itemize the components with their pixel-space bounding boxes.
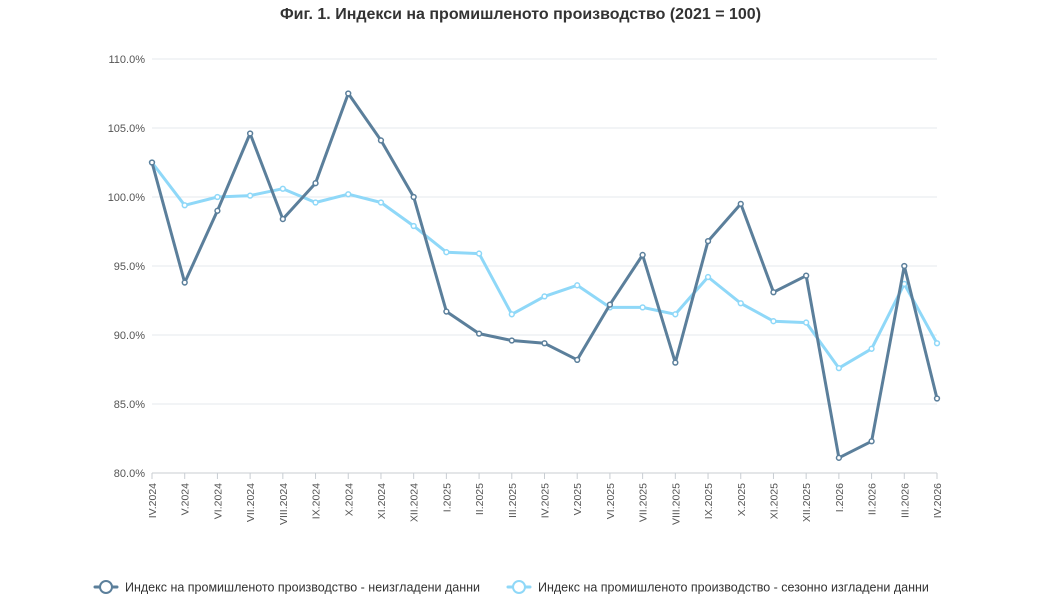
x-tick-label: VIII.2025 — [670, 483, 682, 525]
data-point-series-2 — [443, 249, 450, 256]
data-point-series-2 — [345, 191, 352, 198]
data-point-series-1 — [606, 301, 614, 308]
data-point-series-2 — [704, 273, 712, 281]
data-point-series-1 — [443, 308, 450, 315]
x-tick-label: XII.2024 — [409, 483, 421, 522]
data-point-series-2 — [279, 185, 286, 192]
data-point-series-2 — [868, 345, 875, 352]
series-line-1 — [150, 92, 939, 460]
data-point-series-1 — [181, 279, 188, 286]
x-tick-label: III.2026 — [899, 483, 911, 518]
legend-marker-1 — [99, 580, 113, 594]
x-tick-label: VII.2024 — [245, 483, 257, 522]
data-point-series-1 — [574, 356, 581, 363]
x-tick-label: IV.2025 — [540, 483, 552, 518]
x-tick-label: VI.2024 — [212, 483, 224, 519]
data-point-series-1 — [672, 359, 679, 366]
data-point-series-1 — [541, 340, 548, 347]
x-tick-label: I.2025 — [441, 483, 453, 512]
data-point-series-1 — [933, 395, 941, 402]
data-point-series-2 — [803, 319, 810, 326]
data-point-series-1 — [246, 130, 254, 137]
x-tick-label: IV.2026 — [932, 483, 944, 518]
data-point-series-1 — [508, 337, 515, 344]
y-tick-label: 110.0% — [109, 54, 146, 66]
data-point-series-2 — [574, 282, 581, 289]
x-tick-label: VII.2025 — [638, 483, 650, 522]
legend-label-1: Индекс на промишленото производство - не… — [125, 581, 480, 595]
data-point-series-1 — [279, 215, 286, 223]
data-point-series-2 — [933, 340, 941, 347]
data-point-series-2 — [181, 202, 188, 209]
x-tick-label: IX.2024 — [311, 483, 323, 519]
y-tick-label: 85.0% — [114, 399, 145, 411]
chart-title: Фиг. 1. Индекси на промишленото производ… — [279, 6, 762, 23]
data-point-series-2 — [246, 192, 254, 199]
data-point-series-2 — [410, 222, 417, 230]
x-tick-label: X.2024 — [343, 483, 355, 516]
x-tick-label: XI.2025 — [768, 483, 780, 519]
data-point-series-1 — [835, 454, 843, 461]
y-tick-label: 105.0% — [108, 123, 146, 135]
x-tick-label: II.2025 — [474, 483, 486, 515]
data-point-series-2 — [214, 193, 221, 201]
y-tick-label: 80.0% — [114, 468, 145, 480]
x-tick-label: I.2026 — [834, 483, 846, 512]
x-tick-label: XII.2025 — [801, 483, 813, 522]
x-tick-label: X.2025 — [736, 483, 748, 516]
x-tick-label: IV.2024 — [147, 483, 159, 518]
data-point-series-1 — [475, 330, 483, 337]
x-tick-label: V.2025 — [572, 483, 584, 515]
data-point-series-1 — [214, 207, 221, 214]
data-point-series-1 — [377, 137, 385, 144]
x-tick-label: VI.2025 — [605, 483, 617, 519]
series-line-2 — [150, 161, 939, 370]
y-tick-label: 90.0% — [114, 330, 145, 342]
data-point-series-1 — [770, 289, 777, 296]
data-point-series-2 — [770, 318, 777, 325]
legend-marker-2 — [512, 580, 526, 594]
data-point-series-2 — [541, 293, 548, 300]
x-tick-label: V.2024 — [180, 483, 192, 515]
x-tick-label: IX.2025 — [703, 483, 715, 519]
data-point-series-1 — [148, 159, 156, 166]
y-tick-label: 100.0% — [108, 192, 146, 204]
data-point-series-2 — [835, 364, 843, 372]
data-point-series-2 — [475, 250, 483, 257]
x-tick-label: II.2026 — [867, 483, 879, 515]
data-point-series-1 — [737, 200, 744, 208]
x-tick-label: VIII.2024 — [278, 483, 290, 525]
legend-label-2: Индекс на промишленото производство - се… — [538, 581, 929, 595]
data-point-series-1 — [639, 251, 646, 259]
data-point-series-2 — [377, 199, 385, 206]
data-point-series-2 — [508, 311, 515, 318]
x-tick-label: XI.2024 — [376, 483, 388, 519]
data-point-series-1 — [868, 438, 875, 445]
data-point-series-1 — [803, 272, 810, 279]
data-point-series-1 — [901, 262, 908, 270]
data-point-series-1 — [345, 90, 352, 97]
data-point-series-2 — [672, 311, 679, 318]
x-tick-label: III.2025 — [507, 483, 519, 518]
data-point-series-1 — [704, 238, 712, 245]
data-point-series-2 — [312, 199, 319, 206]
data-point-series-2 — [737, 300, 744, 307]
data-point-series-1 — [312, 180, 319, 187]
data-point-series-2 — [639, 304, 646, 311]
data-point-series-1 — [410, 193, 417, 201]
y-tick-label: 95.0% — [114, 261, 145, 273]
